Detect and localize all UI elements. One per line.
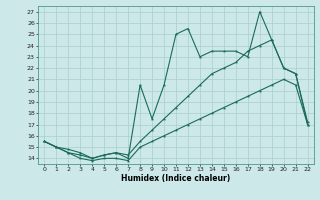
X-axis label: Humidex (Indice chaleur): Humidex (Indice chaleur) [121,174,231,183]
